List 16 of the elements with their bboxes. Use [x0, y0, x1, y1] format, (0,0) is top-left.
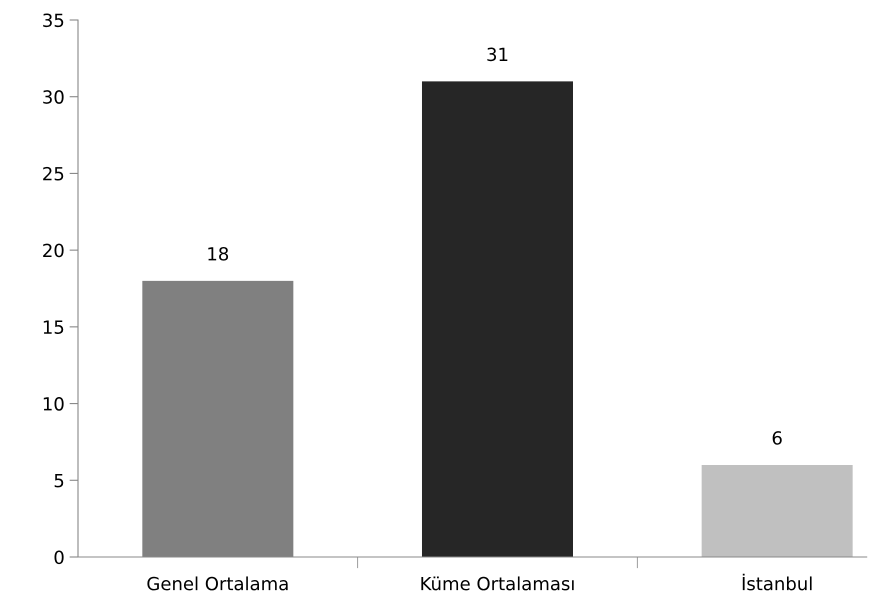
x-tick-label: Genel Ortalama	[147, 576, 288, 590]
data-label: 31	[487, 48, 508, 62]
bar	[422, 81, 573, 557]
y-tick-label: 30	[43, 90, 64, 104]
y-tick-label: 10	[44, 397, 64, 411]
y-tick-label: 20	[43, 244, 64, 258]
y-tick-label: 25	[43, 166, 64, 181]
x-tick-label: Küme Ortalaması	[421, 576, 574, 590]
x-tick-label: İstanbul	[742, 574, 812, 590]
bar	[702, 464, 853, 557]
y-tick-label: 35	[43, 13, 64, 28]
data-label: 18	[208, 247, 228, 261]
data-label: 6	[772, 431, 782, 445]
y-tick-label: 5	[54, 474, 64, 488]
y-tick-label: 15	[44, 320, 64, 334]
y-tick-label: 0	[54, 550, 64, 564]
